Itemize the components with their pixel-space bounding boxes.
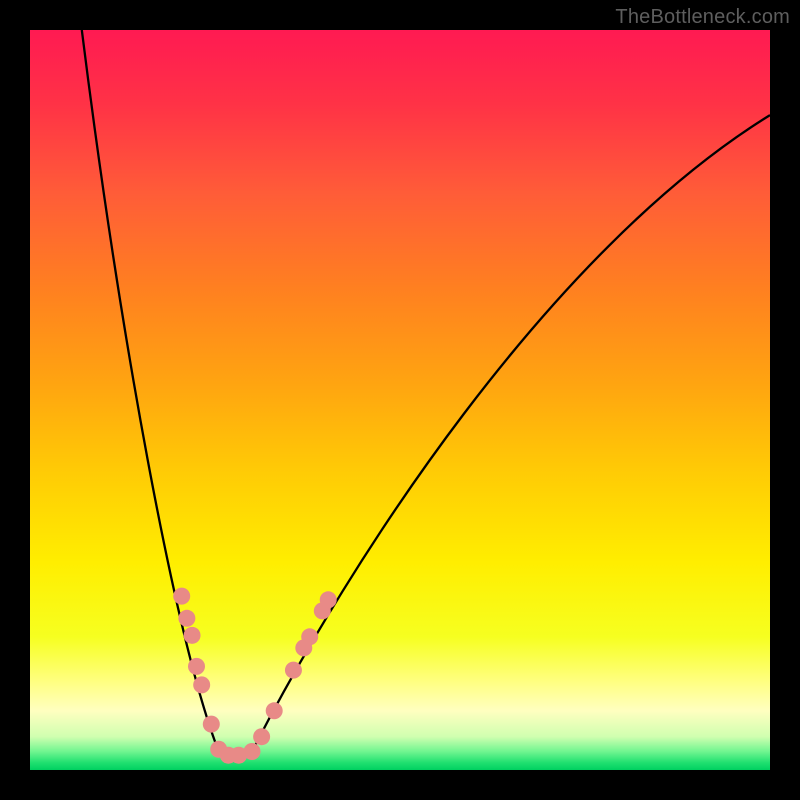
data-marker xyxy=(184,627,201,644)
data-marker xyxy=(244,743,261,760)
data-marker xyxy=(253,728,270,745)
watermark-text: TheBottleneck.com xyxy=(615,6,790,29)
data-marker xyxy=(178,610,195,627)
data-marker xyxy=(193,676,210,693)
curve-layer xyxy=(30,30,770,770)
plot-area xyxy=(30,30,770,770)
data-marker xyxy=(173,588,190,605)
data-marker xyxy=(266,702,283,719)
chart-frame: TheBottleneck.com xyxy=(0,0,800,800)
data-marker xyxy=(188,658,205,675)
data-marker xyxy=(301,628,318,645)
data-marker xyxy=(285,662,302,679)
data-marker xyxy=(320,591,337,608)
bottleneck-curve xyxy=(82,30,770,758)
marker-group xyxy=(173,588,337,764)
data-marker xyxy=(203,716,220,733)
